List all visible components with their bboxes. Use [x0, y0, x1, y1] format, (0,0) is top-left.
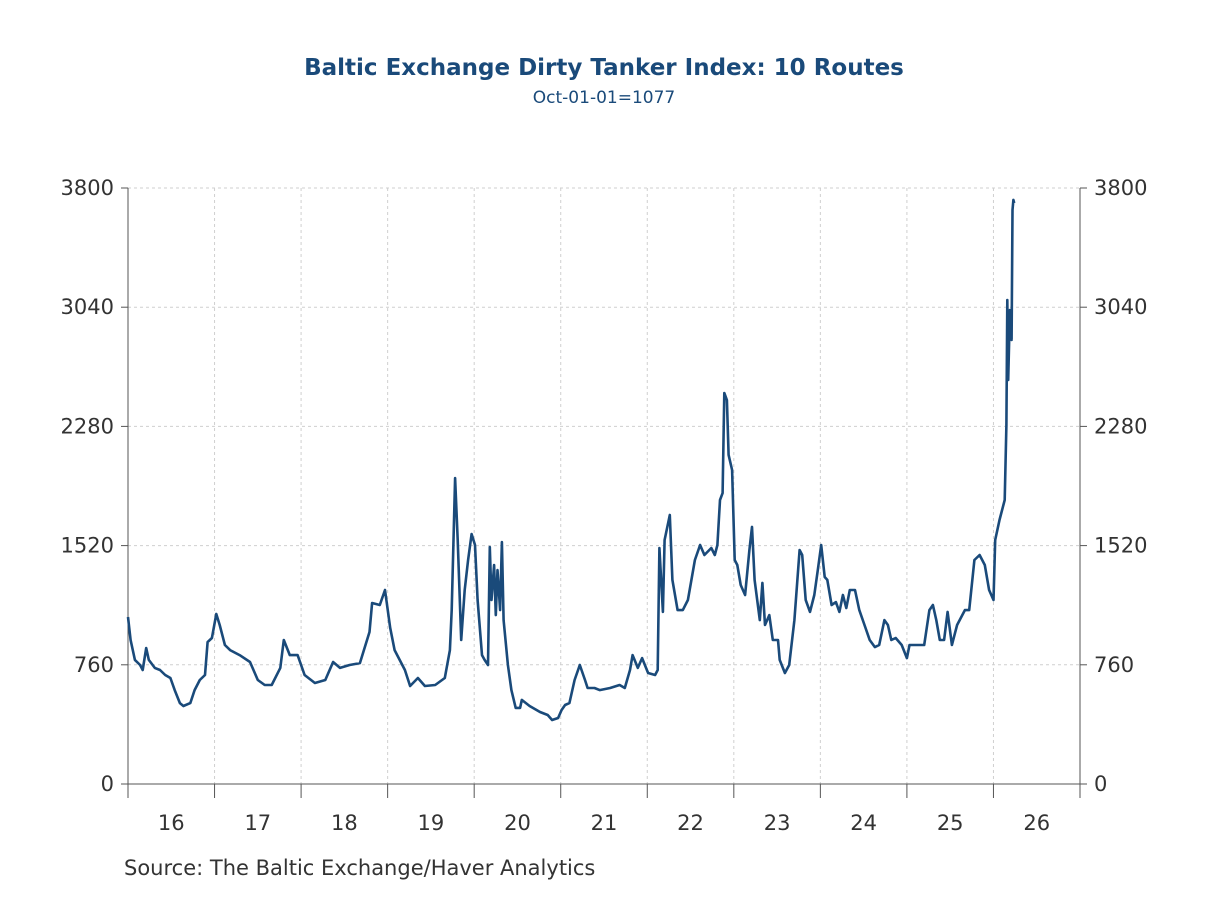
y-tick-label-right: 760 [1094, 653, 1134, 677]
y-tick-label-left: 760 [74, 653, 114, 677]
series-line [126, 198, 1016, 722]
y-tick-label-left: 2280 [61, 414, 114, 438]
x-tick-label: 17 [244, 811, 271, 835]
x-tick-label: 18 [331, 811, 358, 835]
y-tick-label-right: 2280 [1094, 414, 1147, 438]
y-tick-label-left: 1520 [61, 534, 114, 558]
gridlines [128, 187, 1080, 784]
x-tick-label: 26 [1023, 811, 1050, 835]
chart-subtitle: Oct-01-01=1077 [532, 88, 676, 108]
source-note: Source: The Baltic Exchange/Haver Analyt… [124, 856, 596, 880]
x-tick-label: 16 [158, 811, 185, 835]
axes [121, 187, 1087, 798]
tick-labels: 0 0 760 760 1520 1520 2280 2280 3040 3040 3800 3800… [61, 176, 1148, 835]
x-tick-label: 23 [764, 811, 791, 835]
x-tick-label: 25 [937, 811, 964, 835]
y-tick-label-left: 0 [101, 772, 114, 796]
x-tick-label: 24 [850, 811, 877, 835]
y-tick-label-left: 3800 [61, 176, 114, 200]
y-tick-label-right: 3800 [1094, 176, 1147, 200]
y-tick-label-right: 0 [1094, 772, 1107, 796]
y-tick-label-right: 3040 [1094, 295, 1147, 319]
y-tick-label-left: 3040 [61, 295, 114, 319]
x-tick-label: 19 [418, 811, 445, 835]
x-tick-label: 21 [591, 811, 618, 835]
x-tick-label: 20 [504, 811, 531, 835]
y-tick-label-right: 1520 [1094, 534, 1147, 558]
x-tick-label: 22 [677, 811, 704, 835]
chart-title: Baltic Exchange Dirty Tanker Index: 10 R… [304, 55, 904, 81]
